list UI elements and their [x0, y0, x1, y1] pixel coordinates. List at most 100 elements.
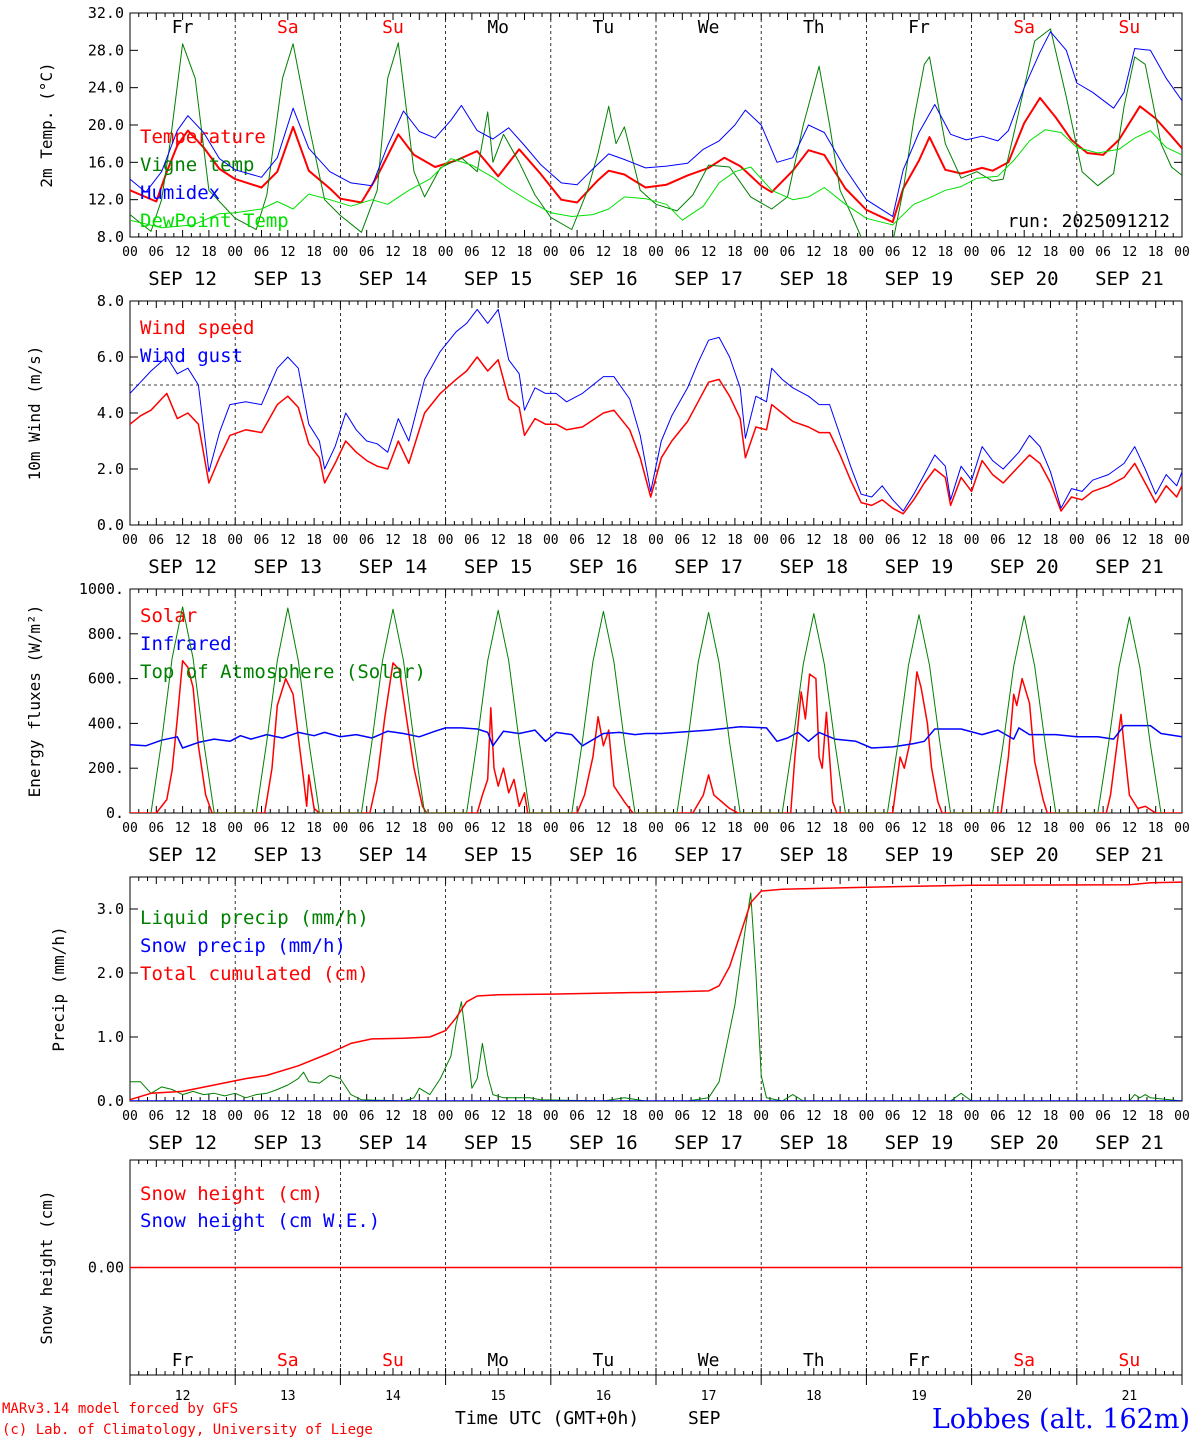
temp-hour-label: 00 [964, 245, 980, 260]
precip-series-liquid-precip-mm-h- [130, 892, 1182, 1101]
wind-date-label: SEP 18 [779, 556, 848, 578]
temp-date-label: SEP 16 [569, 268, 638, 290]
precip-legend-snow-precip-mm-h-: Snow precip (mm/h) [140, 935, 346, 957]
energy-y-tick-label: 600. [88, 670, 124, 688]
energy-date-label: SEP 14 [359, 844, 428, 866]
snow-day-number: 16 [596, 1389, 612, 1404]
wind-hour-label: 18 [727, 533, 743, 548]
energy-series-top-of-atmosphere-solar- [150, 606, 1162, 813]
wind-date-label: SEP 15 [464, 556, 533, 578]
precip-date-label: SEP 12 [148, 1132, 217, 1154]
station-label: Lobbes (alt. 162m) [932, 1404, 1190, 1435]
temp-weekday-label: Tu [593, 17, 615, 38]
temp-hour-label: 18 [727, 245, 743, 260]
precip-date-label: SEP 14 [359, 1132, 428, 1154]
wind-hour-label: 00 [859, 533, 875, 548]
snow-weekday-label: Fr [172, 1350, 194, 1371]
temp-hour-label: 00 [227, 245, 243, 260]
temp-hour-label: 06 [885, 245, 901, 260]
energy-date-label: SEP 21 [1095, 844, 1164, 866]
temp-weekday-label: Sa [1013, 17, 1035, 38]
snow-day-number: 13 [280, 1389, 296, 1404]
temp-weekday-label: Su [1119, 17, 1141, 38]
temp-date-label: SEP 21 [1095, 268, 1164, 290]
temp-y-tick-label: 24.0 [88, 79, 124, 97]
temp-hour-label: 00 [753, 245, 769, 260]
temp-hour-label: 18 [411, 245, 427, 260]
precip-hour-label: 12 [596, 1109, 612, 1124]
temp-y-axis-label: 2m Temp. (°C) [37, 62, 56, 187]
temp-series-temperature [130, 96, 1182, 224]
wind-hour-label: 12 [385, 533, 401, 548]
energy-hour-label: 00 [1069, 821, 1085, 836]
snow-weekday-label: Sa [277, 1350, 299, 1371]
wind-date-label: SEP 19 [885, 556, 954, 578]
energy-hour-label: 18 [201, 821, 217, 836]
temp-hour-label: 06 [359, 245, 375, 260]
precip-hour-label: 06 [674, 1109, 690, 1124]
energy-y-tick-label: 1000. [79, 580, 124, 598]
precip-hour-label: 12 [1016, 1109, 1032, 1124]
wind-legend-wind-speed: Wind speed [140, 317, 254, 339]
energy-hour-label: 00 [1174, 821, 1190, 836]
precip-hour-label: 12 [490, 1109, 506, 1124]
wind-hour-label: 00 [753, 533, 769, 548]
snow-weekday-label: We [698, 1350, 720, 1371]
precip-hour-label: 12 [701, 1109, 717, 1124]
wind-frame [129, 300, 1183, 526]
wind-date-label: SEP 20 [990, 556, 1059, 578]
snow-weekday-label: Fr [908, 1350, 930, 1371]
energy-date-label: SEP 15 [464, 844, 533, 866]
wind-y-axis-label: 10m Wind (m/s) [25, 346, 44, 481]
energy-hour-label: 06 [780, 821, 796, 836]
energy-frame [129, 588, 1183, 814]
snow-day-number: 14 [385, 1389, 401, 1404]
energy-hour-label: 00 [543, 821, 559, 836]
copyright-credit: (c) Lab. of Climatology, University of L… [2, 1422, 373, 1438]
temp-hour-label: 18 [622, 245, 638, 260]
precip-hour-label: 06 [464, 1109, 480, 1124]
precip-hour-label: 00 [859, 1109, 875, 1124]
wind-hour-label: 12 [1016, 533, 1032, 548]
temp-hour-label: 06 [990, 245, 1006, 260]
energy-hour-label: 18 [306, 821, 322, 836]
wind-hour-label: 06 [569, 533, 585, 548]
wind-hour-label: 00 [333, 533, 349, 548]
energy-hour-label: 18 [1148, 821, 1164, 836]
precip-hour-label: 18 [622, 1109, 638, 1124]
temp-weekday-label: Mo [487, 17, 509, 38]
precip-hour-label: 06 [990, 1109, 1006, 1124]
precip-hour-label: 12 [806, 1109, 822, 1124]
energy-hour-label: 12 [1016, 821, 1032, 836]
precip-date-label: SEP 15 [464, 1132, 533, 1154]
model-credit: MARv3.14 model forced by GFS [2, 1401, 238, 1417]
temp-hour-label: 12 [806, 245, 822, 260]
precip-hour-label: 18 [306, 1109, 322, 1124]
temp-hour-label: 12 [596, 245, 612, 260]
temp-hour-label: 00 [859, 245, 875, 260]
energy-hour-label: 12 [385, 821, 401, 836]
precip-y-tick-label: 1.0 [97, 1028, 124, 1046]
precip-hour-label: 00 [227, 1109, 243, 1124]
temp-hour-label: 18 [1043, 245, 1059, 260]
precip-legend-liquid-precip-mm-h-: Liquid precip (mm/h) [140, 907, 369, 929]
temp-hour-label: 06 [148, 245, 164, 260]
energy-date-label: SEP 16 [569, 844, 638, 866]
energy-y-tick-label: 400. [88, 714, 124, 732]
snow-weekday-label: Mo [487, 1350, 509, 1371]
precip-hour-label: 12 [385, 1109, 401, 1124]
temp-hour-label: 00 [543, 245, 559, 260]
wind-series-wind-gust [130, 308, 1182, 512]
precip-hour-label: 12 [911, 1109, 927, 1124]
wind-hour-label: 18 [1043, 533, 1059, 548]
precip-hour-label: 06 [1095, 1109, 1111, 1124]
wind-hour-label: 18 [306, 533, 322, 548]
precip-hour-label: 00 [333, 1109, 349, 1124]
energy-hour-label: 00 [122, 821, 138, 836]
wind-hour-label: 00 [1069, 533, 1085, 548]
wind-hour-label: 18 [832, 533, 848, 548]
temp-y-tick-label: 8.0 [97, 228, 124, 246]
wind-hour-label: 00 [1174, 533, 1190, 548]
precip-hour-label: 00 [122, 1109, 138, 1124]
energy-y-axis-label: Energy fluxes (W/m²) [25, 605, 44, 798]
